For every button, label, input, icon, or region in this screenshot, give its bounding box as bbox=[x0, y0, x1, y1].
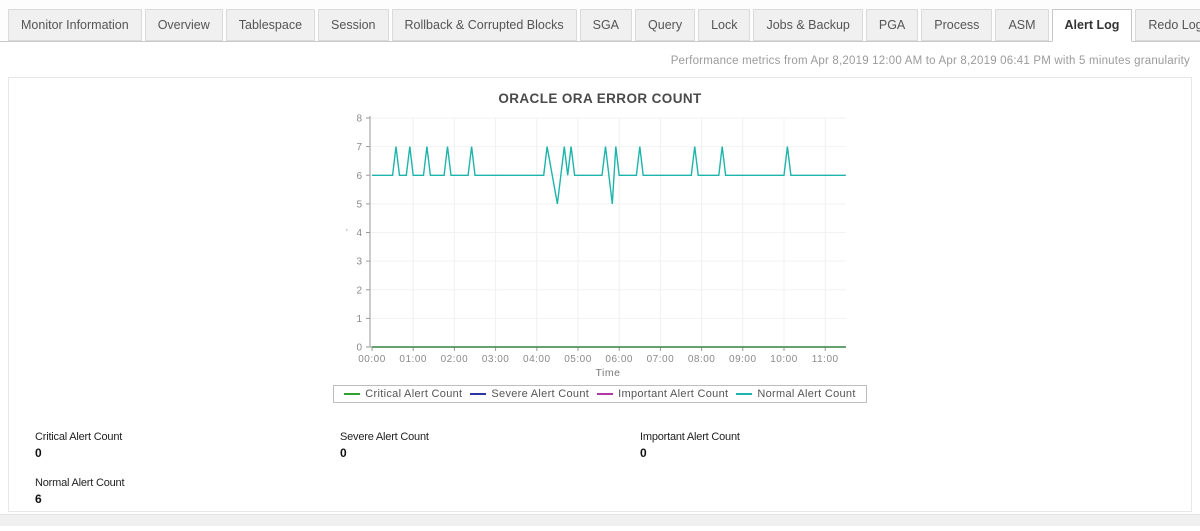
tab-sga[interactable]: SGA bbox=[579, 9, 633, 41]
x-tick-label: 02:00 bbox=[441, 354, 469, 365]
stat-label: Normal Alert Count bbox=[35, 477, 125, 489]
legend-dash-icon bbox=[597, 393, 614, 395]
stat-label: Severe Alert Count bbox=[340, 431, 429, 443]
y-tick-label: 6 bbox=[356, 171, 362, 182]
x-tick-label: 05:00 bbox=[564, 354, 592, 365]
x-tick-label: 04:00 bbox=[523, 354, 551, 365]
legend-item-critical-alert-count[interactable]: Critical Alert Count bbox=[344, 388, 462, 400]
alert-stats: Critical Alert Count 0 Severe Alert Count 0… bbox=[9, 426, 1191, 531]
tab-overview[interactable]: Overview bbox=[144, 9, 223, 41]
x-tick-label: 03:00 bbox=[482, 354, 510, 365]
tab-lock[interactable]: Lock bbox=[698, 9, 751, 41]
stat-critical-alert-count: Critical Alert Count 0 bbox=[35, 431, 122, 460]
tab-monitor-information[interactable]: Monitor Information bbox=[8, 9, 142, 41]
x-tick-label: 00:00 bbox=[358, 354, 386, 365]
stat-severe-alert-count: Severe Alert Count 0 bbox=[340, 431, 429, 460]
tab-process[interactable]: Process bbox=[921, 9, 993, 41]
tab-pga[interactable]: PGA bbox=[865, 9, 919, 41]
y-tick-label: 8 bbox=[356, 114, 362, 125]
tab-asm[interactable]: ASM bbox=[995, 9, 1049, 41]
tab-jobs-backup[interactable]: Jobs & Backup bbox=[753, 9, 863, 41]
chart-title: ORACLE ORA ERROR COUNT bbox=[498, 91, 702, 106]
legend-label: Severe Alert Count bbox=[491, 388, 590, 400]
tab-bar: Monitor Information Overview Tablespace Ses… bbox=[0, 0, 1200, 42]
stat-label: Critical Alert Count bbox=[35, 431, 123, 443]
y-axis-label: ' bbox=[346, 228, 348, 238]
tab-alert-log[interactable]: Alert Log bbox=[1051, 9, 1133, 42]
chart-legend: Critical Alert Count Severe Alert Count Im… bbox=[333, 385, 867, 403]
legend-dash-icon bbox=[470, 393, 487, 395]
tab-redo-log[interactable]: Redo Log bbox=[1135, 9, 1200, 41]
legend-dash-icon bbox=[736, 393, 753, 395]
tab-rollback-corrupted-blocks[interactable]: Rollback & Corrupted Blocks bbox=[391, 9, 577, 41]
series-normal-alert-count bbox=[372, 146, 846, 205]
x-tick-label: 07:00 bbox=[647, 354, 675, 365]
y-tick-label: 5 bbox=[356, 199, 362, 210]
legend-dash-icon bbox=[344, 393, 361, 395]
x-tick-label: 06:00 bbox=[605, 354, 633, 365]
legend-label: Normal Alert Count bbox=[757, 388, 856, 400]
x-tick-label: 08:00 bbox=[688, 354, 716, 365]
stat-label: Important Alert Count bbox=[640, 431, 740, 443]
legend-item-normal-alert-count[interactable]: Normal Alert Count bbox=[736, 388, 855, 400]
legend-label: Important Alert Count bbox=[618, 388, 729, 400]
y-tick-label: 1 bbox=[356, 314, 362, 325]
x-tick-label: 01:00 bbox=[399, 354, 427, 365]
stat-important-alert-count: Important Alert Count 0 bbox=[640, 431, 740, 460]
chart: ORACLE ORA ERROR COUNT 0 1 2 3 4 5 6 7 8 ' 00:00 01… bbox=[330, 91, 870, 403]
x-tick-label: 10:00 bbox=[770, 354, 798, 365]
y-tick-label: 7 bbox=[356, 142, 362, 153]
stat-value: 0 bbox=[35, 446, 42, 460]
metrics-range-text: Performance metrics from Apr 8,2019 12:0… bbox=[670, 55, 1190, 67]
legend-item-important-alert-count[interactable]: Important Alert Count bbox=[597, 388, 728, 400]
x-axis-label: Time bbox=[596, 367, 621, 378]
tab-session[interactable]: Session bbox=[318, 9, 389, 41]
tab-query[interactable]: Query bbox=[635, 9, 696, 41]
legend-label: Critical Alert Count bbox=[365, 388, 463, 400]
y-tick-label: 4 bbox=[356, 228, 362, 239]
tab-tablespace[interactable]: Tablespace bbox=[225, 9, 316, 41]
line-chart: 0 1 2 3 4 5 6 7 8 ' 00:00 01:00 02:00 03:00 04:00 05:00… bbox=[346, 114, 846, 379]
stat-value: 6 bbox=[35, 492, 42, 506]
y-tick-label: 0 bbox=[356, 343, 362, 354]
x-tick-label: 09:00 bbox=[729, 354, 757, 365]
stat-normal-alert-count: Normal Alert Count 6 bbox=[35, 477, 125, 506]
y-tick-label: 3 bbox=[356, 257, 362, 268]
stat-value: 0 bbox=[340, 446, 347, 460]
stat-value: 0 bbox=[640, 446, 647, 460]
x-tick-label: 11:00 bbox=[812, 354, 839, 365]
bottom-strip bbox=[0, 514, 1200, 526]
chart-panel: ORACLE ORA ERROR COUNT 0 1 2 3 4 5 6 7 8 ' 00:00 01… bbox=[8, 77, 1192, 512]
y-tick-label: 2 bbox=[356, 285, 362, 296]
legend-item-severe-alert-count[interactable]: Severe Alert Count bbox=[470, 388, 589, 400]
